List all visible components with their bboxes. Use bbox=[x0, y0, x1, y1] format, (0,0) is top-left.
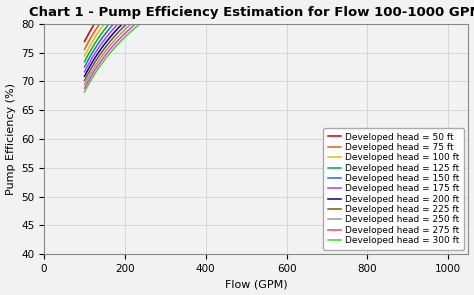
Developed head = 125 ft bbox=[82, 60, 87, 63]
Title: Chart 1 - Pump Efficiency Estimation for Flow 100-1000 GPM: Chart 1 - Pump Efficiency Estimation for… bbox=[29, 6, 474, 19]
Developed head = 150 ft bbox=[82, 65, 87, 69]
Developed head = 200 ft bbox=[82, 75, 87, 78]
Line: Developed head = 100 ft: Developed head = 100 ft bbox=[84, 0, 448, 56]
Line: Developed head = 175 ft: Developed head = 175 ft bbox=[84, 0, 448, 72]
Line: Developed head = 275 ft: Developed head = 275 ft bbox=[84, 0, 448, 88]
Line: Developed head = 250 ft: Developed head = 250 ft bbox=[84, 0, 448, 84]
Y-axis label: Pump Efficiency (%): Pump Efficiency (%) bbox=[6, 83, 16, 195]
Line: Developed head = 225 ft: Developed head = 225 ft bbox=[84, 0, 448, 81]
Line: Developed head = 125 ft: Developed head = 125 ft bbox=[84, 0, 448, 62]
Developed head = 275 ft bbox=[82, 86, 87, 90]
Developed head = 50 ft bbox=[82, 40, 87, 43]
Line: Developed head = 200 ft: Developed head = 200 ft bbox=[84, 0, 448, 76]
Developed head = 300 ft bbox=[82, 90, 87, 94]
Developed head = 100 ft bbox=[82, 54, 87, 58]
Developed head = 75 ft bbox=[82, 47, 87, 51]
Line: Developed head = 75 ft: Developed head = 75 ft bbox=[84, 0, 448, 49]
Developed head = 225 ft bbox=[82, 79, 87, 82]
Line: Developed head = 150 ft: Developed head = 150 ft bbox=[84, 0, 448, 67]
Developed head = 250 ft bbox=[82, 83, 87, 86]
Developed head = 175 ft bbox=[82, 70, 87, 73]
Line: Developed head = 300 ft: Developed head = 300 ft bbox=[84, 0, 448, 92]
Legend: Developed head = 50 ft, Developed head = 75 ft, Developed head = 100 ft, Develop: Developed head = 50 ft, Developed head =… bbox=[323, 128, 464, 250]
X-axis label: Flow (GPM): Flow (GPM) bbox=[225, 279, 288, 289]
Line: Developed head = 50 ft: Developed head = 50 ft bbox=[84, 0, 448, 42]
